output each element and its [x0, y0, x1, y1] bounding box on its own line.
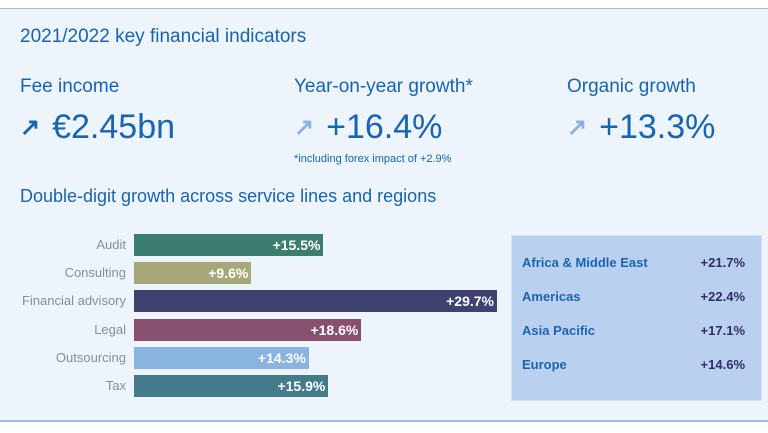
category-label: Audit: [96, 237, 126, 252]
region-value: +22.4%: [700, 289, 745, 304]
bar: [134, 375, 329, 397]
kpi-yoy-growth-value: ↗ +16.4%: [294, 108, 442, 147]
bar-value-label: +9.6%: [208, 265, 249, 282]
bar-value-label: +15.9%: [277, 378, 326, 394]
page-title: 2021/2022 key financial indicators: [20, 26, 307, 47]
category-label: Consulting: [64, 265, 126, 281]
region-value: +21.7%: [700, 255, 745, 270]
category-label: Legal: [94, 321, 126, 337]
arrow-up-right-icon: ↗: [20, 114, 41, 141]
category-label: Financial advisory: [21, 293, 126, 309]
region-name: Asia Pacific: [522, 323, 595, 338]
kpi-organic-growth-label: Organic growth: [567, 76, 696, 97]
kpi-value-text: €2.45bn: [52, 108, 176, 146]
service-line-bar-chart: Audit +15.5% Consulting +9.6% Financial advi…: [21, 234, 497, 397]
kpi-fee-income-label: Fee income: [20, 76, 120, 97]
arrow-up-right-icon: ↗: [567, 114, 588, 141]
category-label: Outsourcing: [55, 349, 126, 365]
kpi-fee-income-value: ↗ €2.45bn: [20, 108, 175, 147]
region-value: +14.6%: [700, 357, 745, 372]
category-label: Tax: [105, 378, 126, 393]
region-name: Africa & Middle East: [522, 255, 648, 270]
bar-value-label: +14.3%: [257, 349, 306, 366]
chart-subtitle: Double-digit growth across service lines…: [20, 186, 437, 206]
bar: [134, 346, 309, 369]
bar: [134, 234, 324, 256]
forex-footnote: *including forex impact of +2.9%: [294, 153, 452, 165]
bar: [134, 318, 362, 341]
region-name: Europe: [522, 357, 567, 372]
bar-value-label: +18.6%: [310, 321, 359, 338]
kpi-yoy-growth-label: Year-on-year growth*: [294, 76, 473, 97]
kpi-organic-growth-value: ↗ +13.3%: [567, 108, 715, 147]
bar: [134, 262, 252, 285]
region-value: +17.1%: [700, 323, 745, 338]
bar-value-label: +29.7%: [446, 293, 494, 310]
bar: [134, 290, 497, 313]
bar-value-label: +15.5%: [272, 237, 321, 253]
regions-table: Africa & Middle East +21.7% Americas +22…: [511, 235, 762, 401]
kpi-value-text: +13.3%: [599, 108, 716, 146]
kpi-value-text: +16.4%: [326, 108, 443, 146]
region-name: Americas: [522, 289, 581, 304]
arrow-up-right-icon: ↗: [294, 114, 315, 141]
